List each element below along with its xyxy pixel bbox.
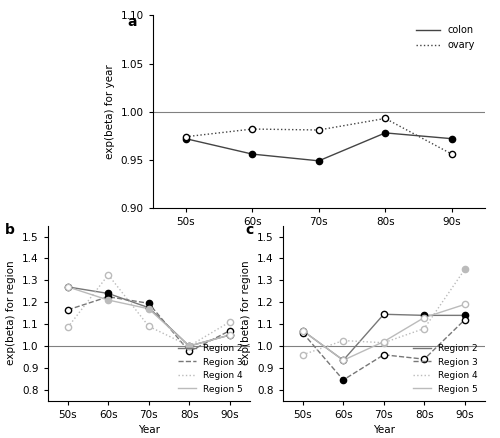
Y-axis label: exp(beta) for region: exp(beta) for region bbox=[6, 261, 16, 365]
X-axis label: Year: Year bbox=[308, 233, 330, 243]
Y-axis label: exp(beta) for year: exp(beta) for year bbox=[105, 64, 115, 159]
X-axis label: Year: Year bbox=[138, 425, 160, 435]
Y-axis label: exp(beta) for region: exp(beta) for region bbox=[242, 261, 252, 365]
Text: b: b bbox=[5, 223, 15, 237]
Text: a: a bbox=[128, 15, 137, 29]
X-axis label: Year: Year bbox=[373, 425, 395, 435]
Legend: Region 2, Region 3, Region 4, Region 5: Region 2, Region 3, Region 4, Region 5 bbox=[175, 341, 246, 396]
Legend: Region 2, Region 3, Region 4, Region 5: Region 2, Region 3, Region 4, Region 5 bbox=[410, 341, 480, 396]
Text: c: c bbox=[245, 223, 254, 237]
Legend: colon, ovary: colon, ovary bbox=[411, 20, 480, 55]
